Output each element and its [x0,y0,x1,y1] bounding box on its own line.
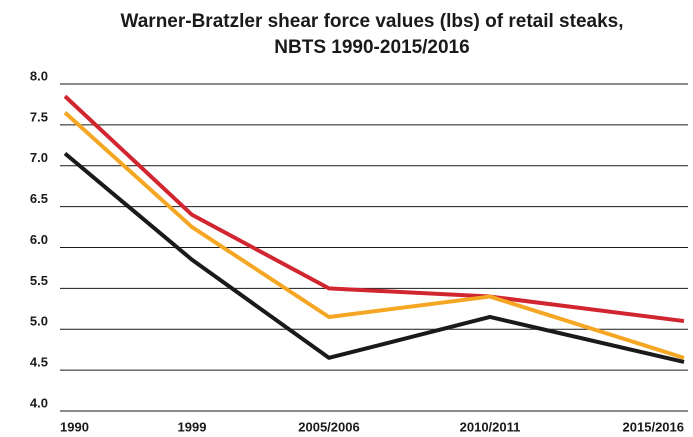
x-tick-label: 2015/2016 [623,419,684,434]
y-tick-label: 5.5 [30,273,48,288]
x-tick-label: 2010/2011 [460,419,521,434]
series-line [63,94,685,324]
y-tick-label: 8.0 [30,68,48,83]
y-tick-label: 6.0 [30,232,48,247]
x-tick-label: 1990 [60,419,89,434]
y-tick-label: 6.5 [30,191,48,206]
y-tick-label: 4.0 [30,395,48,410]
chart-title: Warner-Bratzler shear force values (lbs)… [121,11,624,32]
x-tick-label: 2005/2006 [298,419,359,434]
x-tick-label: 1999 [178,419,207,434]
y-tick-label: 4.5 [30,355,48,370]
y-tick-label: 5.0 [30,314,48,329]
chart-title: NBTS 1990-2015/2016 [274,37,469,58]
y-tick-label: 7.5 [30,109,48,124]
y-tick-label: 7.0 [30,150,48,165]
series-line [63,151,685,364]
series-line [63,111,685,360]
